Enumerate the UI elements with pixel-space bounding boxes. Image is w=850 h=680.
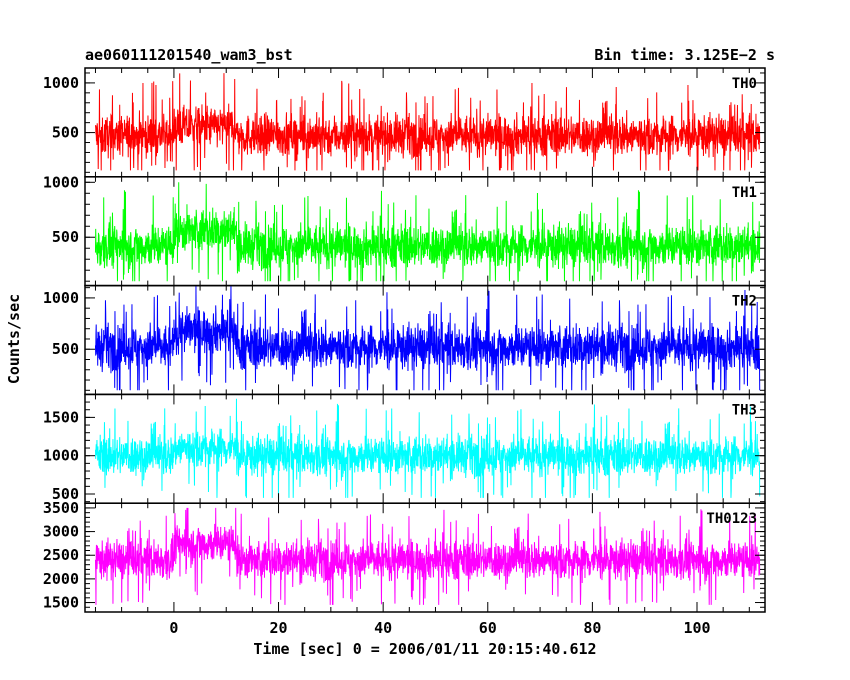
x-tick-label: 20: [270, 619, 288, 637]
y-tick-label: 3500: [43, 499, 79, 517]
panel-frame-th0123: [84, 502, 766, 613]
x-tick-label: 0: [169, 619, 178, 637]
panel-label-th0123: TH0123: [706, 511, 757, 527]
panel-label-th3: TH3: [732, 402, 757, 418]
panel-label-th1: TH1: [732, 185, 757, 201]
series-line-th3: [94, 398, 761, 498]
series-line-th2: [94, 285, 761, 391]
y-tick-label: 3000: [43, 523, 79, 541]
chart-title-left: ae060111201540_wam3_bst: [85, 46, 293, 64]
y-tick-label: 1500: [43, 408, 79, 426]
y-tick-label: 500: [52, 228, 79, 246]
series-line-th0: [94, 73, 761, 171]
series-line-th0123: [94, 507, 761, 605]
y-tick-label: 500: [52, 485, 79, 503]
x-tick-label: 100: [683, 619, 710, 637]
x-axis-label: Time [sec] 0 = 2006/01/11 20:15:40.612: [253, 640, 596, 658]
y-tick-label: 500: [52, 340, 79, 358]
y-tick-label: 1000: [43, 173, 79, 191]
panel-label-th2: TH2: [732, 294, 757, 310]
y-tick-label: 1000: [43, 289, 79, 307]
y-tick-label: 1500: [43, 594, 79, 612]
series-line-th1: [94, 182, 761, 282]
y-tick-label: 2500: [43, 546, 79, 564]
y-tick-label: 2000: [43, 570, 79, 588]
x-tick-label: 40: [374, 619, 392, 637]
panel-label-th0: TH0: [732, 76, 757, 92]
y-axis-label: Counts/sec: [5, 294, 23, 384]
y-tick-label: 500: [52, 124, 79, 142]
x-tick-label: 60: [479, 619, 497, 637]
x-tick-label: 80: [583, 619, 601, 637]
chart-title-right: Bin time: 3.125E−2 s: [594, 46, 775, 64]
y-tick-label: 1000: [43, 74, 79, 92]
y-tick-label: 1000: [43, 447, 79, 465]
